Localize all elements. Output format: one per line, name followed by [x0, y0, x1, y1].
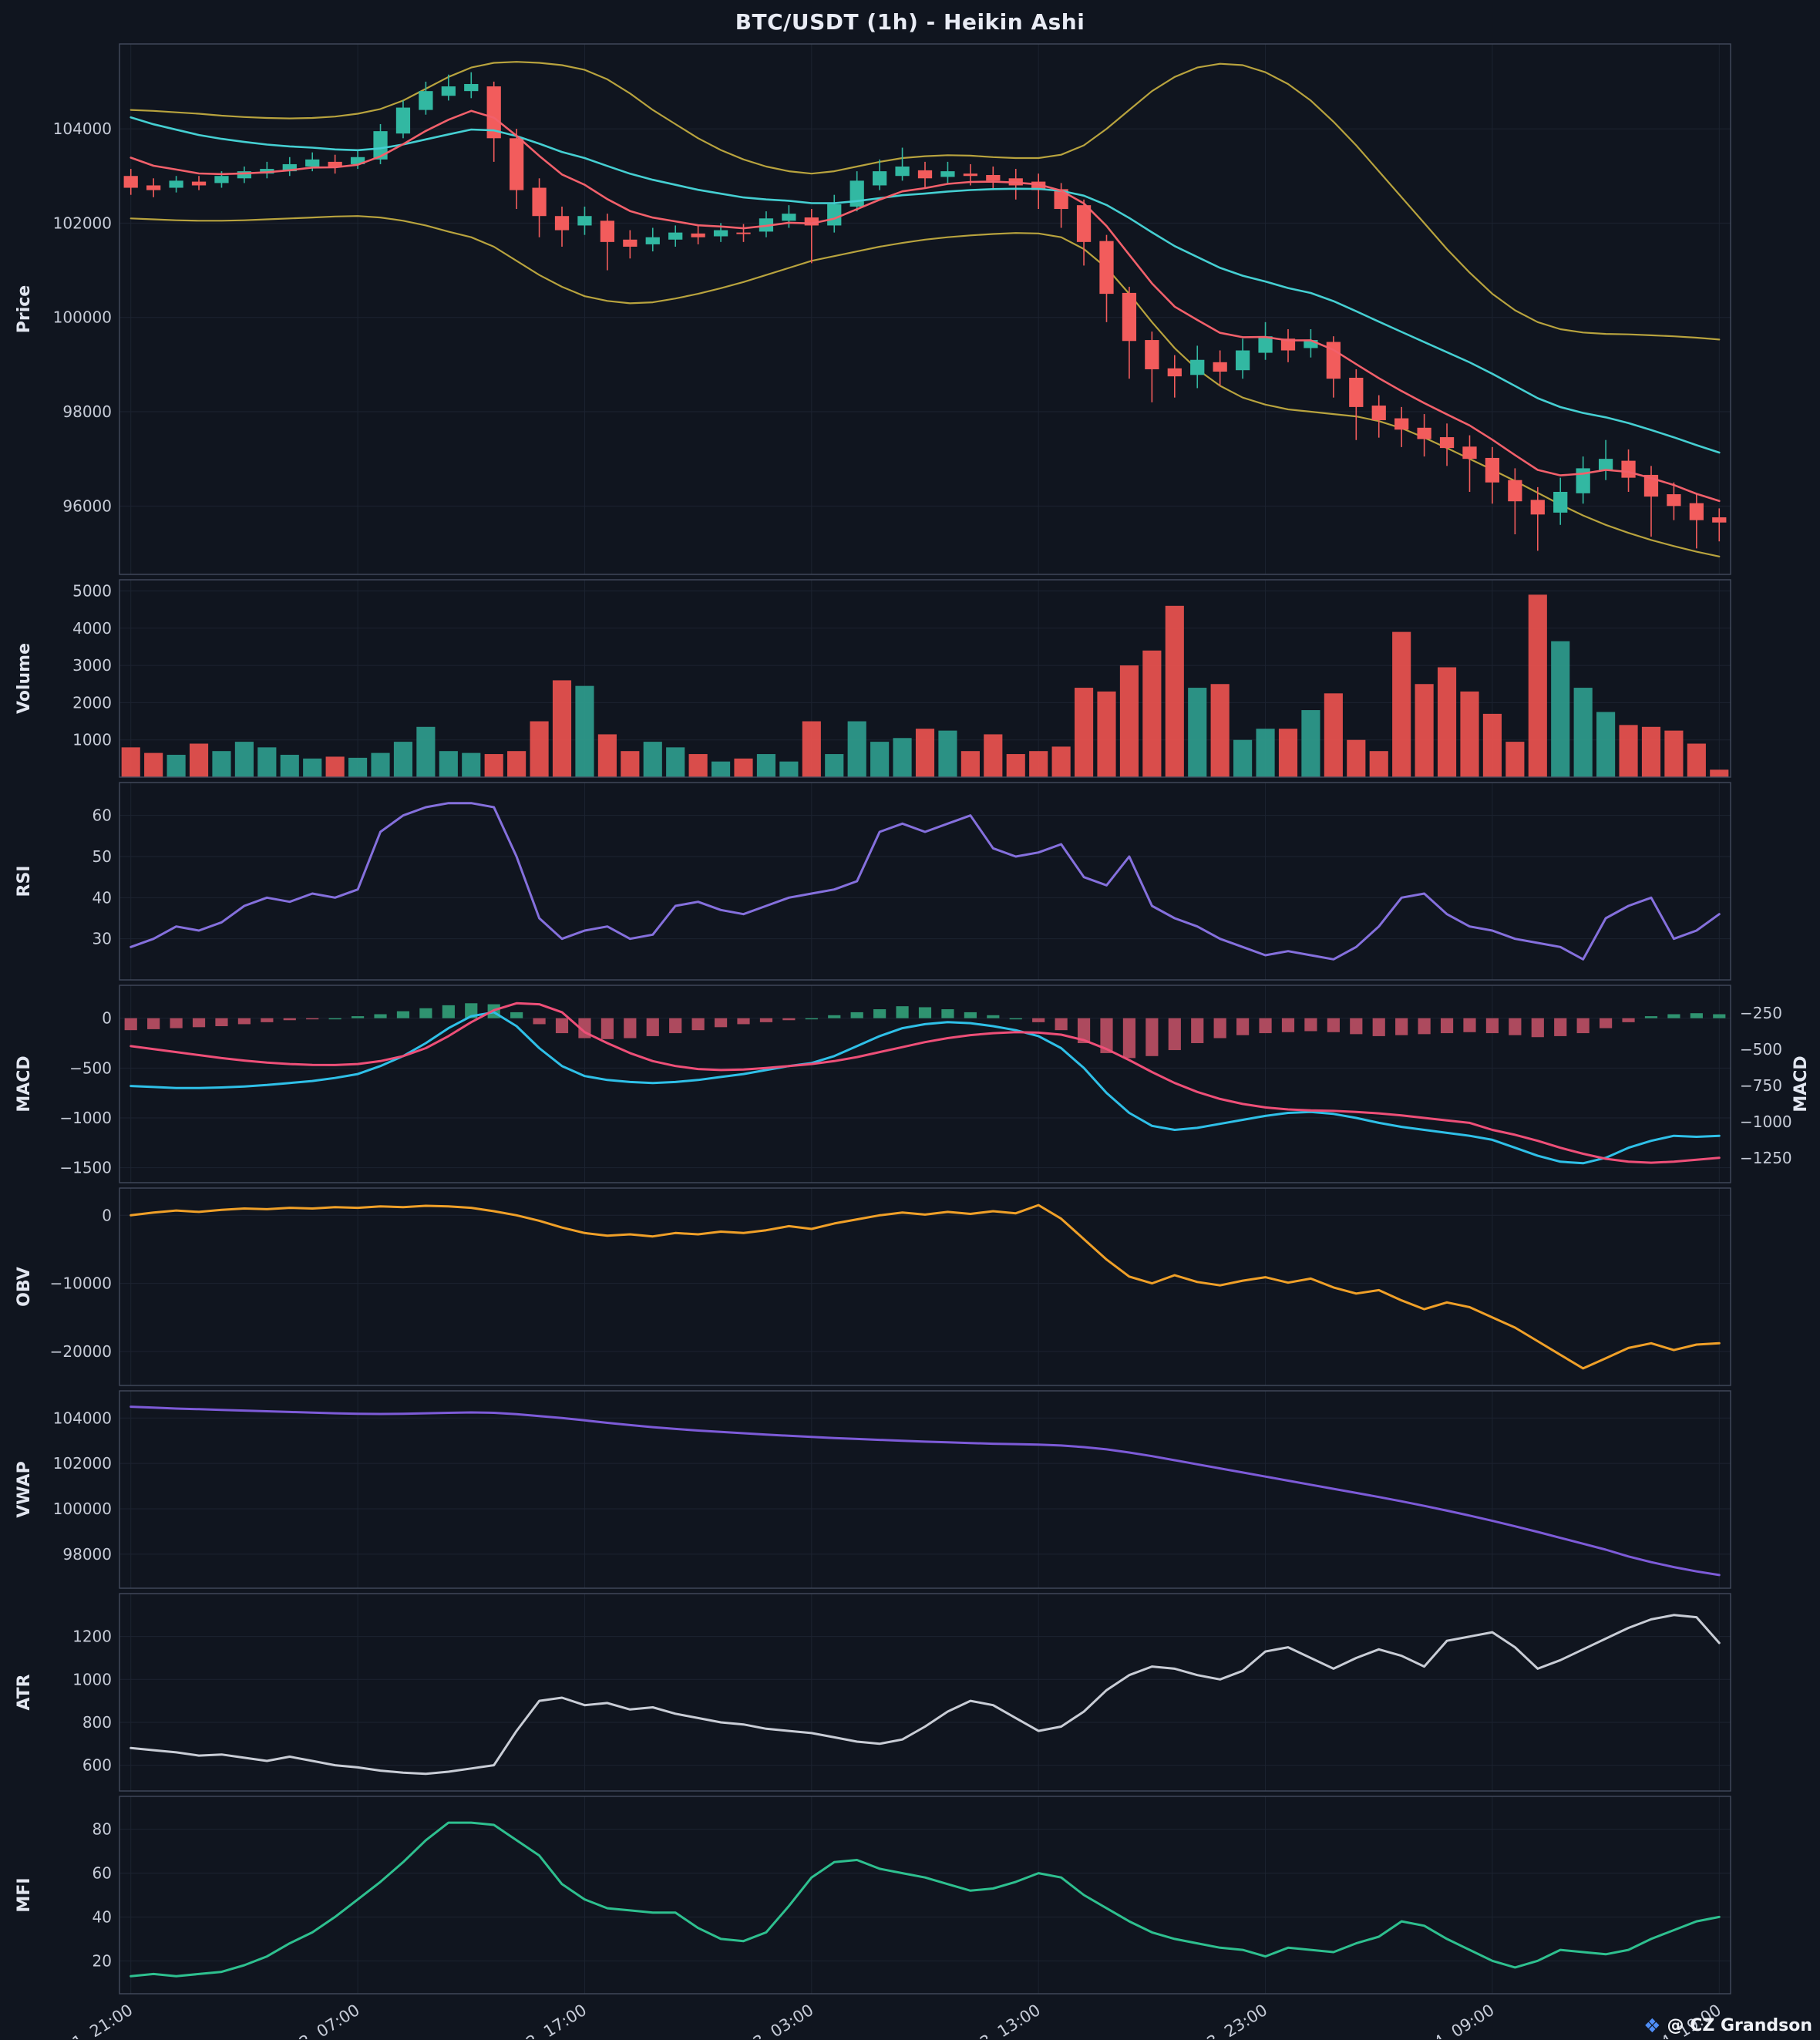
svg-text:100000: 100000 — [53, 308, 112, 327]
svg-text:−500: −500 — [69, 1059, 112, 1077]
panel-mfi: 20 40 60 80 MFI — [0, 1796, 1820, 1995]
panel-macd: 0 −500 −1000 −1500 −250 −500 −750 −1000 −1250 MAC… — [0, 985, 1820, 1183]
svg-text:Nov 11, 21:00: Nov 11, 21:00 — [29, 2001, 136, 2039]
svg-text:Volume: Volume — [15, 643, 34, 714]
svg-text:0: 0 — [102, 1206, 112, 1224]
svg-text:5000: 5000 — [72, 581, 112, 600]
svg-text:Nov 13, 23:00: Nov 13, 23:00 — [1164, 2001, 1270, 2039]
svg-text:40: 40 — [93, 888, 112, 907]
svg-text:OBV: OBV — [15, 1267, 34, 1307]
svg-text:104000: 104000 — [53, 1409, 112, 1427]
svg-text:1200: 1200 — [72, 1628, 112, 1646]
panel-atr-plot[interactable]: 600 800 1000 1200 ATR — [0, 1593, 1820, 1792]
svg-text:20: 20 — [93, 1951, 112, 1970]
svg-text:−1000: −1000 — [1740, 1113, 1792, 1131]
svg-text:RSI: RSI — [15, 866, 34, 897]
svg-text:98000: 98000 — [62, 1545, 112, 1564]
svg-text:600: 600 — [82, 1756, 112, 1775]
svg-text:2000: 2000 — [72, 693, 112, 712]
panel-rsi: 30 40 50 60 RSI — [0, 782, 1820, 981]
svg-text:−500: −500 — [1740, 1040, 1782, 1059]
panel-atr: 600 800 1000 1200 ATR — [0, 1593, 1820, 1792]
panel-price-plot[interactable]: 96000 98000 100000 102000 104000 Price — [0, 43, 1820, 575]
svg-text:98000: 98000 — [62, 402, 112, 421]
svg-text:MACD: MACD — [1791, 1055, 1811, 1112]
svg-text:102000: 102000 — [53, 1454, 112, 1473]
svg-text:30: 30 — [93, 930, 112, 948]
chart-panels: 96000 98000 100000 102000 104000 Price 1000 200… — [0, 43, 1820, 1995]
panel-vwap-plot[interactable]: 98000 100000 102000 104000 VWAP — [0, 1390, 1820, 1589]
panel-obv-plot[interactable]: 0 −10000 −20000 OBV — [0, 1187, 1820, 1386]
svg-text:80: 80 — [93, 1820, 112, 1839]
svg-text:−250: −250 — [1740, 1004, 1782, 1022]
svg-text:96000: 96000 — [62, 497, 112, 515]
svg-text:Nov 13, 13:00: Nov 13, 13:00 — [937, 2001, 1043, 2039]
svg-text:−20000: −20000 — [50, 1342, 112, 1361]
panel-rsi-plot[interactable]: 30 40 50 60 RSI — [0, 782, 1820, 981]
diamond-logo-icon: ❖ — [1643, 2015, 1661, 2037]
svg-text:MFI: MFI — [15, 1877, 34, 1912]
panel-volume: 1000 2000 3000 4000 5000 Volume — [0, 579, 1820, 778]
svg-text:60: 60 — [93, 806, 112, 825]
svg-text:MACD: MACD — [15, 1055, 34, 1112]
panel-price: 96000 98000 100000 102000 104000 Price — [0, 43, 1820, 575]
panel-obv: 0 −10000 −20000 OBV — [0, 1187, 1820, 1386]
svg-text:−750: −750 — [1740, 1076, 1782, 1095]
svg-text:ATR: ATR — [15, 1674, 34, 1710]
svg-text:Nov 12, 07:00: Nov 12, 07:00 — [256, 2001, 362, 2039]
svg-text:0: 0 — [102, 1009, 112, 1028]
svg-text:800: 800 — [82, 1713, 112, 1732]
panel-vwap: 98000 100000 102000 104000 VWAP — [0, 1390, 1820, 1589]
svg-text:50: 50 — [93, 847, 112, 866]
svg-text:−10000: −10000 — [50, 1274, 112, 1293]
svg-text:40: 40 — [93, 1907, 112, 1926]
svg-text:4000: 4000 — [72, 619, 112, 638]
svg-text:1000: 1000 — [72, 1670, 112, 1688]
panel-macd-plot[interactable]: 0 −500 −1000 −1500 −250 −500 −750 −1000 −1250 MAC… — [0, 985, 1820, 1183]
svg-text:100000: 100000 — [53, 1500, 112, 1518]
svg-text:Price: Price — [15, 285, 34, 333]
chart-title: BTC/USDT (1h) - Heikin Ashi — [735, 8, 1085, 35]
svg-text:Nov 12, 17:00: Nov 12, 17:00 — [483, 2001, 590, 2039]
svg-text:1000: 1000 — [72, 731, 112, 749]
panel-volume-plot[interactable]: 1000 2000 3000 4000 5000 Volume — [0, 579, 1820, 778]
x-axis: Nov 11, 21:00 Nov 12, 07:00 Nov 12, 17:00 N… — [0, 1995, 1820, 2039]
svg-text:104000: 104000 — [53, 120, 112, 138]
svg-text:Nov 14, 09:00: Nov 14, 09:00 — [1391, 2001, 1497, 2039]
watermark: ❖ @ CZ Grandson — [1643, 2015, 1812, 2037]
svg-text:3000: 3000 — [72, 656, 112, 675]
svg-text:102000: 102000 — [53, 214, 112, 232]
svg-text:VWAP: VWAP — [15, 1461, 34, 1517]
panel-mfi-plot[interactable]: 20 40 60 80 MFI — [0, 1796, 1820, 1995]
svg-text:−1250: −1250 — [1740, 1149, 1792, 1167]
svg-text:60: 60 — [93, 1864, 112, 1883]
svg-text:−1000: −1000 — [59, 1109, 112, 1127]
watermark-text: @ CZ Grandson — [1667, 2016, 1812, 2035]
svg-text:−1500: −1500 — [59, 1159, 112, 1177]
svg-text:Nov 13, 03:00: Nov 13, 03:00 — [710, 2001, 816, 2039]
x-axis-labels: Nov 11, 21:00 Nov 12, 07:00 Nov 12, 17:00 N… — [29, 2001, 1724, 2039]
